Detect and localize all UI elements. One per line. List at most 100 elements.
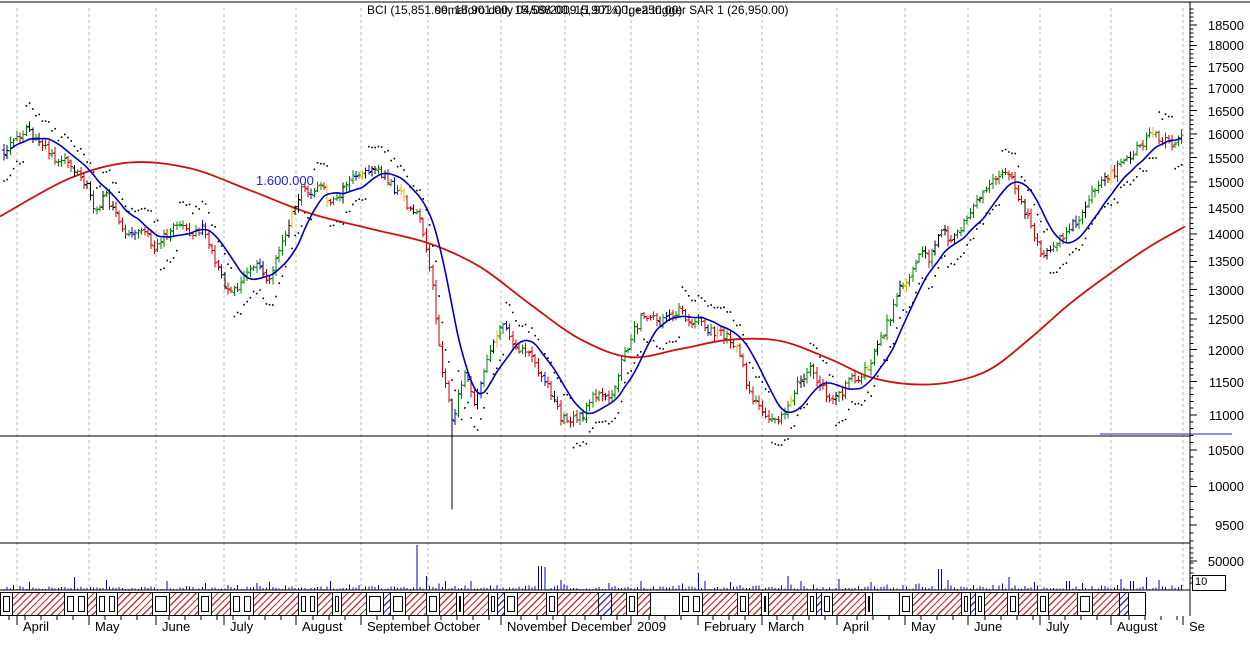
- ribbon-segment-neutral: [152, 592, 170, 616]
- ribbon-subbox: [99, 596, 105, 612]
- ribbon-segment-bearish: [637, 592, 651, 616]
- ribbon-segment-bearish: [117, 592, 153, 616]
- price-axis-label: 18500: [1207, 18, 1244, 33]
- ribbon-segment-neutral: [1037, 592, 1049, 616]
- ribbon-segment-neutral: [650, 592, 680, 616]
- ribbon-segment-bearish: [517, 592, 547, 616]
- month-label: April: [843, 619, 870, 634]
- month-label: December: [571, 619, 631, 634]
- ribbon-segment-bearish: [12, 592, 65, 616]
- ribbon-subbox: [1040, 596, 1046, 612]
- volume-axis-label: 50000: [1207, 554, 1244, 569]
- ribbon-segment-bearish: [557, 592, 599, 616]
- frame-lines: [0, 1, 1250, 616]
- ribbon-subbox: [301, 596, 306, 612]
- month-label: August: [302, 619, 343, 634]
- ribbon-subbox: [459, 596, 461, 612]
- month-label: May: [95, 619, 120, 634]
- ribbon-subbox: [810, 596, 814, 612]
- ribbon-subbox: [3, 596, 10, 612]
- ribbon-segment-bearish: [405, 592, 427, 616]
- ribbon-segment-bearish: [169, 592, 199, 616]
- price-axis-label: 15500: [1207, 151, 1244, 166]
- ribbon-subbox: [67, 596, 74, 612]
- slow-ma-line: [0, 161, 1186, 386]
- ribbon-subbox: [491, 596, 495, 612]
- price-axis-label: 13500: [1207, 254, 1244, 269]
- month-label: February: [704, 619, 757, 634]
- ribbon-subbox: [1010, 596, 1016, 612]
- ribbon-subbox: [310, 596, 315, 612]
- month-label: April: [23, 619, 50, 634]
- ribbon-segment-bearish: [1018, 592, 1038, 616]
- price-axis-label: 18000: [1207, 38, 1244, 53]
- ribbon-subbox: [868, 596, 870, 612]
- month-label: Se: [1189, 619, 1205, 634]
- price-axis-label: 15000: [1207, 175, 1244, 190]
- ribbon-segment-bearish: [748, 592, 762, 616]
- support-line: [0, 433, 1232, 437]
- expert-ribbon: [0, 592, 1206, 616]
- ribbon-subbox: [507, 596, 515, 612]
- ribbon-subbox: [201, 596, 209, 612]
- ribbon-segment-neutral: [230, 592, 254, 616]
- month-label: May: [911, 619, 936, 634]
- ribbon-subbox: [233, 596, 240, 612]
- volume-bars: [3, 545, 1183, 590]
- ribbon-segment-bearish: [832, 592, 866, 616]
- price-axis-label: 17000: [1207, 81, 1244, 96]
- price-axis-label: 16500: [1207, 104, 1244, 119]
- month-label: August: [1117, 619, 1158, 634]
- month-label: November: [507, 619, 567, 634]
- price-axis-label: 13000: [1207, 283, 1244, 298]
- month-label: July: [230, 619, 254, 634]
- ribbon-segment-neutral: [366, 592, 384, 616]
- month-label: June: [162, 619, 191, 634]
- ribbon-segment-bearish: [768, 592, 808, 616]
- ribbon-subbox: [155, 596, 167, 612]
- month-label: October: [434, 619, 481, 634]
- chart-title-primary: BCI (15,851.00, 15,901.00, 15,588.00, 15…: [367, 3, 683, 17]
- ribbon-segment-bearish: [439, 592, 457, 616]
- month-label: March: [768, 619, 805, 634]
- price-axis-label: 11000: [1208, 408, 1244, 423]
- ribbon-segment-neutral: [96, 592, 118, 616]
- ribbon-segment-bearish: [611, 592, 627, 616]
- ribbon-subbox: [693, 596, 700, 612]
- ribbon-subbox: [244, 596, 251, 612]
- ribbon-segment-neutral: [821, 592, 833, 616]
- ribbon-segment-bearish: [463, 592, 489, 616]
- ribbon-segment-neutral: [1077, 592, 1093, 616]
- ribbon-segment-bearish: [702, 592, 738, 616]
- ribbon-subbox: [335, 596, 339, 612]
- ribbon-subbox: [549, 596, 555, 612]
- month-label: 2009: [637, 619, 666, 634]
- price-axis-label: 10000: [1207, 479, 1244, 494]
- chart-title-secondary: semaforo daily 04/09/2009 (1.97%) Igea t…: [435, 3, 789, 17]
- ribbon-subbox: [1080, 596, 1090, 612]
- ribbon-subbox: [902, 596, 910, 612]
- ribbon-segment-neutral: [198, 592, 212, 616]
- month-label: July: [1046, 619, 1070, 634]
- ribbon-segment-bearish: [341, 592, 367, 616]
- month-gridlines: [16, 8, 1184, 590]
- ribbon-segment-bearish: [211, 592, 231, 616]
- price-axis-label: 17500: [1207, 60, 1244, 75]
- ohlc-bars: [2, 121, 1184, 510]
- ribbon-segment-neutral: [546, 592, 558, 616]
- axis-multiplier-box: 10: [1192, 575, 1226, 591]
- month-label: June: [974, 619, 1003, 634]
- ribbon-subbox: [682, 596, 689, 612]
- ribbon-segment-bearish: [984, 592, 1008, 616]
- ribbon-subbox: [78, 596, 85, 612]
- price-axis-label: 10500: [1207, 443, 1244, 458]
- ribbon-segment-bearish: [912, 592, 962, 616]
- ribbon-segment-neutral: [64, 592, 88, 616]
- ribbon-subbox: [740, 596, 746, 612]
- price-axis-label: 16000: [1207, 127, 1244, 142]
- ribbon-subbox: [393, 596, 403, 612]
- ribbon-segment-signal: [598, 592, 612, 616]
- ribbon-subbox: [429, 596, 437, 612]
